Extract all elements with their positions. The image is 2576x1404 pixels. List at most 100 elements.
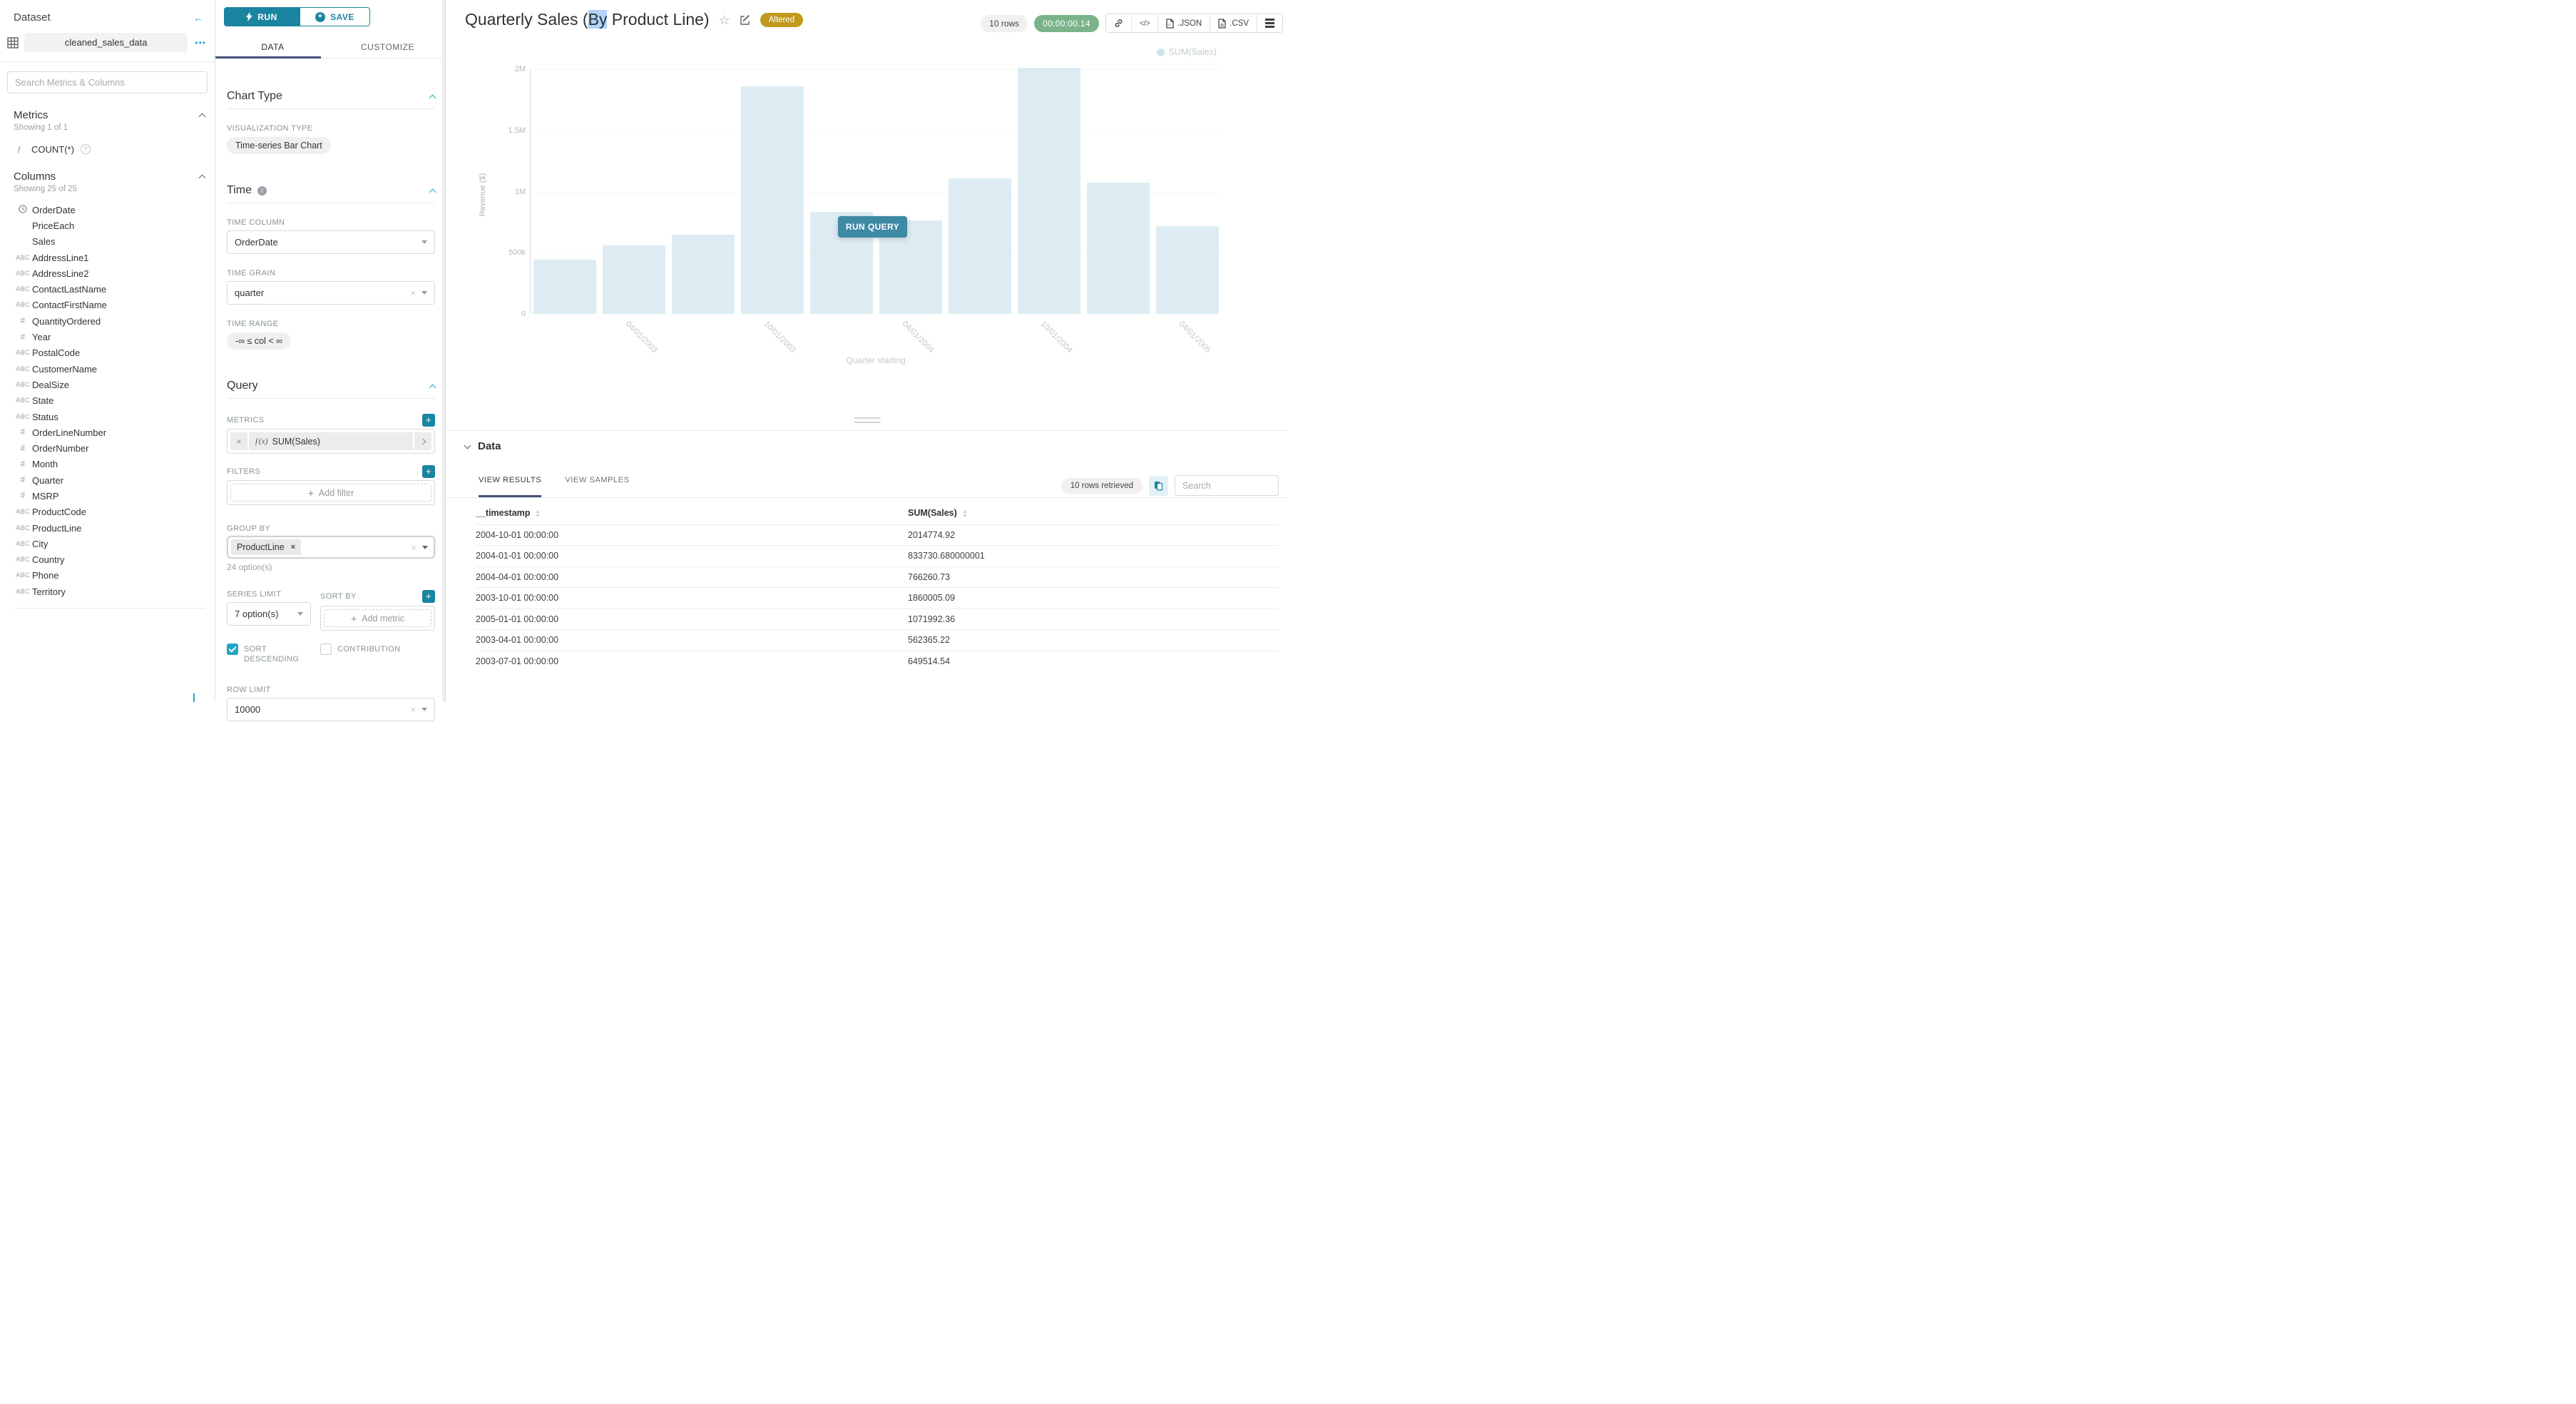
- add-filter-button[interactable]: +: [422, 465, 435, 478]
- contribution-checkbox[interactable]: [320, 644, 332, 655]
- add-filter-dropzone[interactable]: + Add filter: [230, 484, 431, 502]
- row-count-badge: 10 rows: [981, 14, 1028, 32]
- sort-icon[interactable]: [962, 509, 967, 517]
- column-list-item[interactable]: # OrderNumber: [14, 440, 205, 456]
- column-list-item[interactable]: ABC PostalCode: [14, 345, 205, 361]
- search-metrics-columns-input[interactable]: [7, 71, 208, 93]
- column-list-item[interactable]: ABC AddressLine2: [14, 265, 205, 281]
- bar[interactable]: [1086, 183, 1150, 314]
- column-list-item[interactable]: ABC City: [14, 536, 205, 551]
- column-list-item[interactable]: # QuantityOrdered: [14, 313, 205, 329]
- sort-descending-checkbox[interactable]: [227, 644, 238, 655]
- table-column-header[interactable]: SUM(Sales): [908, 502, 1279, 524]
- run-query-button[interactable]: RUN QUERY: [838, 216, 907, 238]
- collapse-panel-icon[interactable]: ←: [193, 12, 203, 702]
- metric-list-item[interactable]: ƒ COUNT(*) ?: [14, 143, 205, 155]
- table-search-input[interactable]: [1175, 475, 1279, 496]
- export-csv-button[interactable]: .CSV: [1210, 14, 1257, 32]
- clear-icon[interactable]: ×: [411, 541, 416, 553]
- column-label: ProductLine: [32, 522, 82, 534]
- add-metric-button[interactable]: +: [422, 414, 435, 427]
- group-by-select[interactable]: ProductLine × ×: [227, 536, 435, 559]
- chevron-up-icon[interactable]: [198, 113, 206, 121]
- code-icon: </>: [1139, 19, 1150, 28]
- time-range-value[interactable]: -∞ ≤ col < ∞: [227, 332, 292, 350]
- bar[interactable]: [740, 86, 804, 314]
- run-button[interactable]: RUN: [224, 7, 300, 26]
- copy-data-button[interactable]: [1149, 475, 1168, 496]
- column-list-item[interactable]: # Quarter: [14, 472, 205, 488]
- tab-customize[interactable]: CUSTOMIZE: [361, 41, 414, 52]
- tab-view-results[interactable]: VIEW RESULTS: [479, 476, 542, 497]
- group-by-chip[interactable]: ProductLine ×: [231, 539, 302, 555]
- column-list-item[interactable]: Sales: [14, 234, 205, 250]
- tab-data[interactable]: DATA: [261, 41, 285, 52]
- column-list-item[interactable]: # Month: [14, 457, 205, 472]
- column-list-item[interactable]: ABC DealSize: [14, 377, 205, 392]
- column-list-item[interactable]: ABC Country: [14, 552, 205, 568]
- remove-chip-icon[interactable]: ×: [290, 543, 296, 551]
- metric-chip[interactable]: × ƒ(x) SUM(Sales): [230, 432, 431, 450]
- chevron-up-icon[interactable]: [429, 384, 436, 391]
- time-column-select[interactable]: OrderDate: [227, 230, 435, 254]
- column-list-item[interactable]: ABC Phone: [14, 568, 205, 584]
- panel-resize-handle[interactable]: [854, 417, 880, 426]
- copy-icon: [1155, 481, 1163, 491]
- column-list-item[interactable]: ABC ContactFirstName: [14, 297, 205, 313]
- row-limit-select[interactable]: 10000 ×: [227, 698, 435, 721]
- page-title[interactable]: Quarterly Sales (By Product Line): [465, 10, 710, 29]
- expand-metric-icon[interactable]: [413, 432, 431, 450]
- bar[interactable]: [1155, 225, 1219, 314]
- series-limit-select[interactable]: 7 option(s): [227, 602, 311, 626]
- visualization-type-value[interactable]: Time-series Bar Chart: [227, 137, 331, 154]
- column-list-item[interactable]: ABC ProductLine: [14, 520, 205, 536]
- column-list-item[interactable]: # Year: [14, 329, 205, 345]
- bar[interactable]: [533, 259, 596, 314]
- add-sort-metric-button[interactable]: +: [422, 590, 435, 603]
- metrics-showing-count: Showing 1 of 1: [14, 123, 68, 132]
- clear-icon[interactable]: ×: [410, 704, 416, 715]
- column-list-item[interactable]: ABC ContactLastName: [14, 281, 205, 297]
- column-list-item[interactable]: ABC CustomerName: [14, 361, 205, 377]
- bar[interactable]: [602, 245, 665, 314]
- dataset-name[interactable]: cleaned_sales_data: [24, 33, 188, 52]
- menu-button[interactable]: [1257, 14, 1282, 32]
- column-list-item[interactable]: # MSRP: [14, 488, 205, 504]
- dataset-options-icon[interactable]: •••: [195, 37, 206, 48]
- time-grain-select[interactable]: quarter ×: [227, 281, 435, 305]
- remove-metric-icon[interactable]: ×: [230, 432, 249, 450]
- text-type-icon: ABC: [16, 556, 30, 564]
- chevron-up-icon[interactable]: [429, 188, 436, 195]
- bar[interactable]: [671, 234, 735, 314]
- tab-view-samples[interactable]: VIEW SAMPLES: [565, 476, 630, 484]
- table-cell: 1860005.09: [908, 587, 1279, 609]
- add-sort-metric-dropzone[interactable]: + Add metric: [324, 609, 431, 627]
- clear-icon[interactable]: ×: [410, 288, 416, 298]
- column-list-item[interactable]: # OrderLineNumber: [14, 424, 205, 440]
- column-list-item[interactable]: ABC Territory: [14, 584, 205, 599]
- column-list-item[interactable]: ABC State: [14, 393, 205, 409]
- data-section-toggle[interactable]: Data: [464, 440, 501, 452]
- bar[interactable]: [948, 178, 1011, 314]
- save-button[interactable]: + SAVE: [300, 7, 370, 26]
- copy-link-button[interactable]: [1106, 14, 1131, 32]
- chart-legend[interactable]: SUM(Sales): [1156, 47, 1217, 57]
- export-json-button[interactable]: ‹› .JSON: [1157, 14, 1210, 32]
- chevron-up-icon[interactable]: [429, 94, 436, 101]
- favorite-star-icon[interactable]: ☆: [718, 12, 730, 27]
- scrollbar[interactable]: [442, 0, 445, 702]
- column-label: OrderNumber: [32, 443, 89, 454]
- column-list-item[interactable]: OrderDate: [14, 202, 205, 218]
- sort-icon[interactable]: [536, 509, 541, 517]
- column-list-item[interactable]: ABC ProductCode: [14, 504, 205, 520]
- column-list-item[interactable]: PriceEach: [14, 218, 205, 233]
- x-tick-label: 04/01/2004: [900, 320, 936, 355]
- column-list-item[interactable]: ABC AddressLine1: [14, 250, 205, 265]
- bar[interactable]: [1017, 67, 1080, 314]
- chevron-up-icon[interactable]: [198, 174, 206, 182]
- embed-code-button[interactable]: </>: [1130, 14, 1157, 32]
- table-cell: 2003-07-01 00:00:00: [476, 650, 908, 672]
- column-list-item[interactable]: ABC Status: [14, 409, 205, 424]
- table-column-header[interactable]: __timestamp: [476, 502, 908, 524]
- edit-properties-icon[interactable]: [740, 14, 751, 26]
